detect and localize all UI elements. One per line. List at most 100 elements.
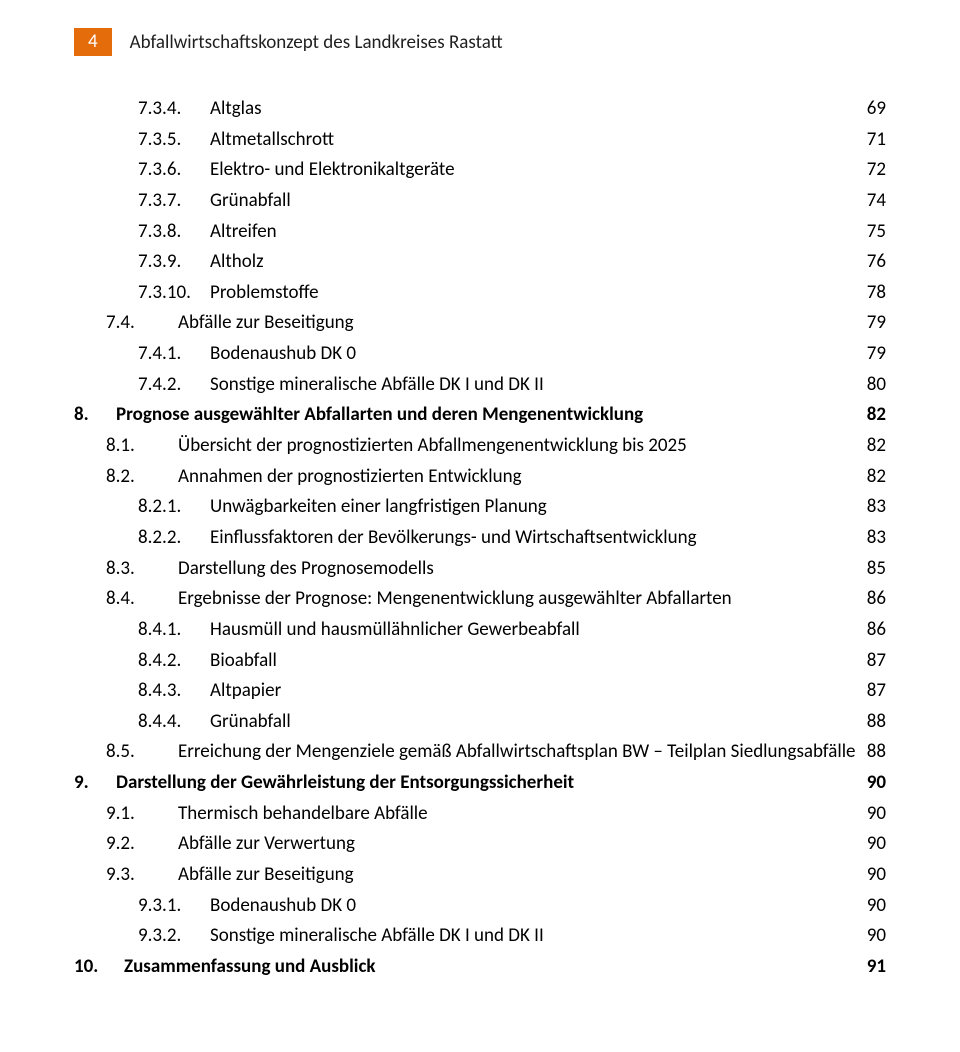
toc-entry[interactable]: 10.Zusammenfassung und Ausblick 91 [74,954,886,980]
toc-entry-page: 88 [862,739,886,765]
toc-entry[interactable]: 9.3.1.Bodenaushub DK 0 90 [74,893,886,919]
toc-entry-page: 87 [862,648,886,674]
table-of-contents: 7.3.4.Altglas 69 7.3.5.Altmetallschrott 7… [74,96,886,980]
toc-entry-number: 8.4.1. [138,617,210,643]
toc-entry-number: 8.2.2. [138,525,210,551]
toc-entry-title: Hausmüll und hausmüllähnlicher Gewerbeab… [210,617,580,643]
toc-entry-title: Darstellung des Prognosemodells [178,556,434,582]
toc-entry-number: 10. [74,954,124,980]
toc-entry-page: 80 [862,372,886,398]
toc-entry-number: 8.5. [106,739,178,765]
toc-entry-page: 85 [862,556,886,582]
toc-entry-page: 79 [862,310,886,336]
toc-entry[interactable]: 8.4.1.Hausmüll und hausmüllähnlicher Gew… [74,617,886,643]
toc-entry-title: Annahmen der prognostizierten Entwicklun… [178,464,522,490]
toc-entry-page: 74 [862,188,886,214]
toc-entry-page: 69 [862,96,886,122]
toc-entry-title: Grünabfall [210,709,291,735]
toc-entry-number: 7.3.10. [138,280,210,306]
toc-entry[interactable]: 9.2.Abfälle zur Verwertung 90 [74,831,886,857]
toc-entry[interactable]: 7.3.10.Problemstoffe 78 [74,280,886,306]
toc-entry[interactable]: 7.3.9.Altholz 76 [74,249,886,275]
toc-entry[interactable]: 7.3.5.Altmetallschrott 71 [74,127,886,153]
toc-entry-title: Darstellung der Gewährleistung der Entso… [116,770,574,796]
toc-entry-page: 90 [862,831,886,857]
toc-entry-title: Erreichung der Mengenziele gemäß Abfallw… [178,739,862,765]
toc-entry[interactable]: 8.2.Annahmen der prognostizierten Entwic… [74,464,886,490]
toc-entry-title: Problemstoffe [210,280,319,306]
toc-entry-title: Abfälle zur Beseitigung [178,310,354,336]
toc-entry-title: Übersicht der prognostizierten Abfallmen… [178,433,687,459]
toc-entry-page: 90 [862,862,886,888]
toc-entry[interactable]: 7.4.1.Bodenaushub DK 0 79 [74,341,886,367]
toc-entry-page: 90 [862,770,886,796]
document-page: 4 Abfallwirtschaftskonzept des Landkreis… [0,0,960,1052]
toc-entry-number: 8.4. [106,586,178,612]
toc-entry-number: 8. [74,402,116,428]
toc-entry[interactable]: 9.1.Thermisch behandelbare Abfälle 90 [74,801,886,827]
toc-entry-number: 9. [74,770,116,796]
toc-entry-page: 83 [862,494,886,520]
toc-entry[interactable]: 7.3.6.Elektro- und Elektronikaltgeräte 7… [74,157,886,183]
toc-entry[interactable]: 7.3.8.Altreifen 75 [74,219,886,245]
toc-entry-title: Sonstige mineralische Abfälle DK I und D… [210,372,544,398]
toc-entry-number: 9.3.1. [138,893,210,919]
page-header: 4 Abfallwirtschaftskonzept des Landkreis… [74,28,886,56]
toc-entry[interactable]: 8.2.2.Einflussfaktoren der Bevölkerungs-… [74,525,886,551]
toc-entry[interactable]: 8.1.Übersicht der prognostizierten Abfal… [74,433,886,459]
toc-entry-number: 9.3.2. [138,923,210,949]
toc-entry-number: 8.3. [106,556,178,582]
toc-entry-page: 79 [862,341,886,367]
toc-entry-title: Sonstige mineralische Abfälle DK I und D… [210,923,544,949]
toc-entry-number: 9.2. [106,831,178,857]
toc-entry-number: 9.1. [106,801,178,827]
toc-entry-number: 7.3.9. [138,249,210,275]
toc-entry[interactable]: 8.2.1.Unwägbarkeiten einer langfristigen… [74,494,886,520]
toc-entry[interactable]: 8.Prognose ausgewählter Abfallarten und … [74,402,886,428]
toc-entry-page: 86 [862,617,886,643]
toc-entry-title: Abfälle zur Verwertung [178,831,355,857]
toc-entry-page: 72 [862,157,886,183]
toc-entry[interactable]: 7.3.4.Altglas 69 [74,96,886,122]
toc-entry-title: Ergebnisse der Prognose: Mengenentwicklu… [178,586,732,612]
toc-entry-page: 90 [862,893,886,919]
toc-entry-page: 82 [862,402,886,428]
toc-entry-page: 90 [862,923,886,949]
toc-entry-title: Bioabfall [210,648,277,674]
toc-entry[interactable]: 7.3.7.Grünabfall 74 [74,188,886,214]
toc-entry[interactable]: 8.4.3.Altpapier 87 [74,678,886,704]
toc-entry[interactable]: 8.4.Ergebnisse der Prognose: Mengenentwi… [74,586,886,612]
toc-entry-title: Unwägbarkeiten einer langfristigen Planu… [210,494,547,520]
toc-entry-number: 8.4.4. [138,709,210,735]
toc-entry-title: Grünabfall [210,188,291,214]
toc-entry[interactable]: 7.4.2.Sonstige mineralische Abfälle DK I… [74,372,886,398]
toc-entry-number: 8.1. [106,433,178,459]
toc-entry-page: 71 [862,127,886,153]
toc-entry-number: 7.4. [106,310,178,336]
toc-entry[interactable]: 8.4.2.Bioabfall 87 [74,648,886,674]
toc-entry-page: 83 [862,525,886,551]
toc-entry[interactable]: 7.4.Abfälle zur Beseitigung 79 [74,310,886,336]
toc-entry[interactable]: 8.5.Erreichung der Mengenziele gemäß Abf… [74,739,886,765]
toc-entry[interactable]: 9.3.Abfälle zur Beseitigung 90 [74,862,886,888]
toc-entry[interactable]: 8.3.Darstellung des Prognosemodells 85 [74,556,886,582]
toc-entry[interactable]: 9.3.2.Sonstige mineralische Abfälle DK I… [74,923,886,949]
toc-entry-title: Abfälle zur Beseitigung [178,862,354,888]
toc-entry-page: 86 [862,586,886,612]
toc-entry-title: Thermisch behandelbare Abfälle [178,801,428,827]
toc-entry[interactable]: 9.Darstellung der Gewährleistung der Ent… [74,770,886,796]
toc-entry-number: 7.3.4. [138,96,210,122]
toc-entry[interactable]: 8.4.4.Grünabfall 88 [74,709,886,735]
toc-entry-number: 7.3.8. [138,219,210,245]
toc-entry-page: 76 [862,249,886,275]
toc-entry-number: 8.4.2. [138,648,210,674]
toc-entry-title: Elektro- und Elektronikaltgeräte [210,157,455,183]
toc-entry-number: 7.3.6. [138,157,210,183]
toc-entry-title: Bodenaushub DK 0 [210,341,356,367]
toc-entry-title: Zusammenfassung und Ausblick [124,954,376,980]
toc-entry-page: 78 [862,280,886,306]
toc-entry-page: 88 [862,709,886,735]
toc-entry-title: Einflussfaktoren der Bevölkerungs- und W… [210,525,697,551]
toc-entry-number: 8.4.3. [138,678,210,704]
toc-entry-number: 7.3.5. [138,127,210,153]
